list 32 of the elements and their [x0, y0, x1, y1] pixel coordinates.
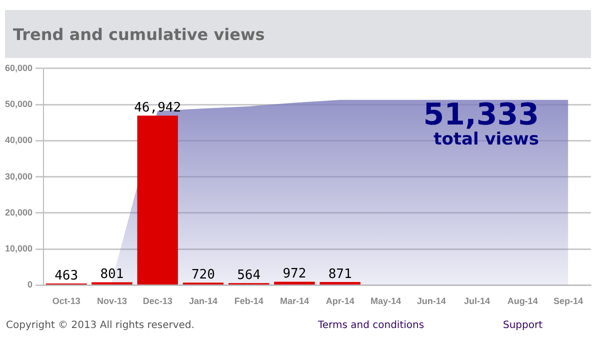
x-tick-label: Apr-14	[326, 296, 354, 306]
data-label: 463	[54, 268, 78, 284]
x-tick-label: Jan-14	[188, 296, 218, 306]
text: Copyright © 2013 All rights reserved.	[6, 320, 194, 331]
x-tick-label: Dec-13	[142, 296, 172, 306]
y-tick-label: 30,000	[4, 171, 33, 182]
x-tick-label: Nov-13	[96, 296, 127, 306]
x-tick-label: Feb-14	[234, 296, 264, 306]
y-tick-label: 0	[28, 280, 33, 290]
chart-title: Trend and cumulative views	[13, 25, 265, 44]
x-tick-label: Sep-14	[553, 296, 583, 306]
y-tick-label: 10,000	[4, 244, 33, 254]
bar	[137, 116, 178, 284]
x-tick-label: Mar-14	[280, 296, 309, 306]
text: Support	[503, 320, 543, 331]
data-label: 801	[100, 267, 124, 282]
x-tick-label: Jul-14	[464, 296, 490, 306]
data-label: 564	[237, 268, 261, 284]
x-tick-label: May-14	[370, 296, 401, 306]
data-label: 46,942	[134, 100, 182, 116]
x-tick-label: Jun-14	[416, 296, 446, 306]
y-tick-label: 20,000	[4, 207, 33, 218]
text: Terms and conditions	[318, 320, 424, 331]
y-tick-label: 60,000	[4, 62, 33, 73]
data-label: 871	[328, 266, 352, 282]
y-tick-label: 50,000	[4, 99, 33, 110]
y-tick-label: 40,000	[4, 135, 33, 146]
x-tick-label: Oct-13	[52, 296, 80, 306]
bar	[274, 282, 315, 284]
x-tick-label: Aug-14	[507, 296, 538, 306]
data-label: 720	[191, 267, 215, 282]
data-label: 972	[282, 266, 306, 282]
